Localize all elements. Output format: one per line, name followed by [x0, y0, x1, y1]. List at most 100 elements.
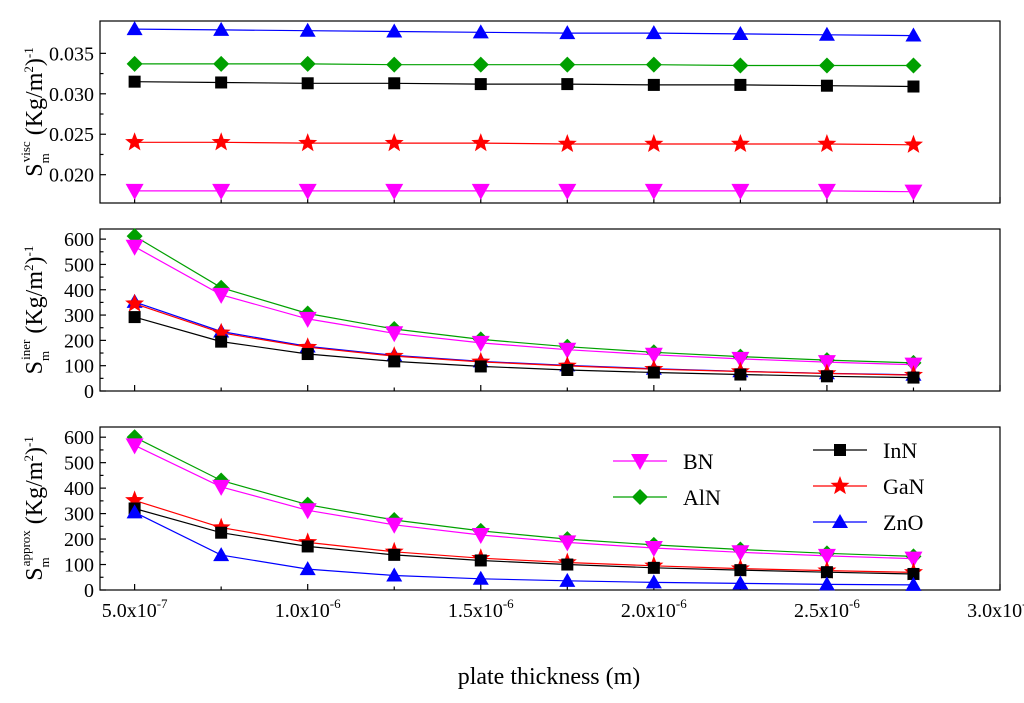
y-title-base: S [22, 163, 48, 176]
y-tick-label: 200 [64, 529, 94, 551]
plot-frame [99, 228, 1001, 392]
series-line-AlN [134, 235, 914, 364]
x-tick-mantissa: 2.5x10 [794, 600, 849, 622]
data-point-BN [125, 183, 144, 200]
data-point-ZnO [299, 561, 316, 576]
data-point-BN [904, 184, 923, 201]
data-point-InN [215, 526, 228, 539]
data-point-InN [215, 76, 228, 89]
data-point-GaN [211, 132, 231, 151]
y-title-superscript: approx [18, 530, 33, 567]
data-point-GaN [125, 490, 145, 509]
x-tick-label: 1.0x10-6 [275, 596, 341, 622]
data-point-ZnO [472, 570, 489, 585]
y-title-unit-end-sup: -1 [21, 246, 36, 257]
data-point-BN [298, 311, 317, 328]
y-tick-label: 0.025 [49, 124, 94, 146]
data-point-ZnO [299, 22, 316, 37]
legend-label: AlN [683, 485, 721, 510]
x-tick-label: 2.5x10-6 [794, 596, 860, 622]
y-tick-label: 0 [84, 381, 94, 403]
data-point-InN [388, 77, 401, 90]
data-point-BN [385, 517, 404, 534]
x-tick-label: 1.5x10-6 [448, 596, 514, 622]
series-line-InN [134, 81, 914, 88]
data-point-GaN [211, 517, 231, 536]
data-point-InN [561, 558, 574, 571]
data-point-AlN [213, 55, 230, 72]
data-point-ZnO [905, 576, 922, 591]
y-tick-label: 0.035 [49, 43, 94, 65]
data-point-BN [817, 548, 836, 565]
data-point-GaN [904, 134, 923, 153]
legend-marker-GaN [830, 476, 850, 495]
data-point-BN [558, 535, 577, 552]
x-tick-label: 5.0x10-7 [102, 596, 168, 622]
data-point-ZnO [559, 25, 576, 40]
data-point-BN [817, 183, 836, 200]
data-point-BN [212, 183, 231, 200]
series-line-GaN [134, 303, 914, 376]
series-BN [125, 239, 923, 374]
data-point-ZnO [126, 21, 143, 36]
legend-entry-AlN: AlN [613, 485, 721, 510]
legend-label: InN [883, 438, 917, 463]
data-point-GaN [298, 133, 318, 152]
y-tick-label: 200 [64, 330, 94, 352]
x-tick-label: 2.0x10-6 [621, 596, 687, 622]
data-point-ZnO [732, 25, 749, 40]
data-point-InN [388, 548, 401, 561]
series-line-InN [134, 316, 914, 379]
series-ZnO [126, 21, 922, 42]
panel-middle: 0 100 200 300 400 500 600 Sminer (Kg/m2)-1 [18, 228, 1001, 403]
x-tick-mantissa: 1.0x10 [275, 600, 330, 622]
y-tick-label: 100 [64, 356, 94, 378]
data-point-BN [904, 551, 923, 568]
series-BN [125, 183, 923, 201]
data-point-BN [298, 183, 317, 200]
data-point-GaN [125, 132, 145, 151]
data-point-InN [820, 79, 833, 92]
legend-entry-BN: BN [613, 449, 714, 474]
data-point-ZnO [905, 27, 922, 42]
data-point-ZnO [472, 24, 489, 39]
data-point-AlN [818, 57, 835, 74]
y-tick-label: 300 [64, 504, 94, 526]
x-tick-exponent: -6 [849, 596, 860, 611]
data-point-GaN [125, 293, 145, 312]
data-point-AlN [732, 57, 749, 74]
data-point-AlN [905, 57, 922, 74]
y-title-superscript: iner [18, 339, 33, 360]
series-line-AlN [134, 436, 914, 557]
y-title-unit: (Kg/m [22, 72, 48, 141]
data-point-InN [301, 540, 314, 553]
data-point-InN [474, 360, 487, 373]
data-point-ZnO [213, 547, 230, 562]
y-axis-title: Smapprox (Kg/m2)-1 [18, 436, 52, 581]
x-axis-title: plate thickness (m) [458, 664, 641, 690]
y-tick-label: 100 [64, 555, 94, 577]
x-tick-mantissa: 3.0x10 [967, 600, 1022, 622]
x-tick-exponent: -6 [503, 596, 514, 611]
legend: BN AlN InN GaN ZnO [613, 438, 925, 535]
data-point-BN [385, 326, 404, 343]
data-point-AlN [472, 56, 489, 73]
data-point-InN [128, 311, 141, 324]
y-tick-label: 400 [64, 280, 94, 302]
data-point-GaN [644, 134, 664, 152]
y-tick-label: 300 [64, 305, 94, 327]
data-point-BN [298, 503, 317, 520]
data-point-BN [471, 183, 490, 200]
y-title-superscript: visc [18, 141, 33, 162]
data-point-InN [561, 363, 574, 376]
data-point-ZnO [645, 25, 662, 40]
legend-marker-AlN [632, 489, 648, 505]
data-point-BN [558, 183, 577, 200]
y-tick-label: 0.020 [49, 165, 94, 187]
data-point-BN [212, 287, 231, 304]
series-InN [128, 75, 920, 93]
y-title-unit-end: ) [22, 58, 48, 66]
x-tick-mantissa: 1.5x10 [448, 600, 503, 622]
series-line-BN [134, 190, 914, 193]
